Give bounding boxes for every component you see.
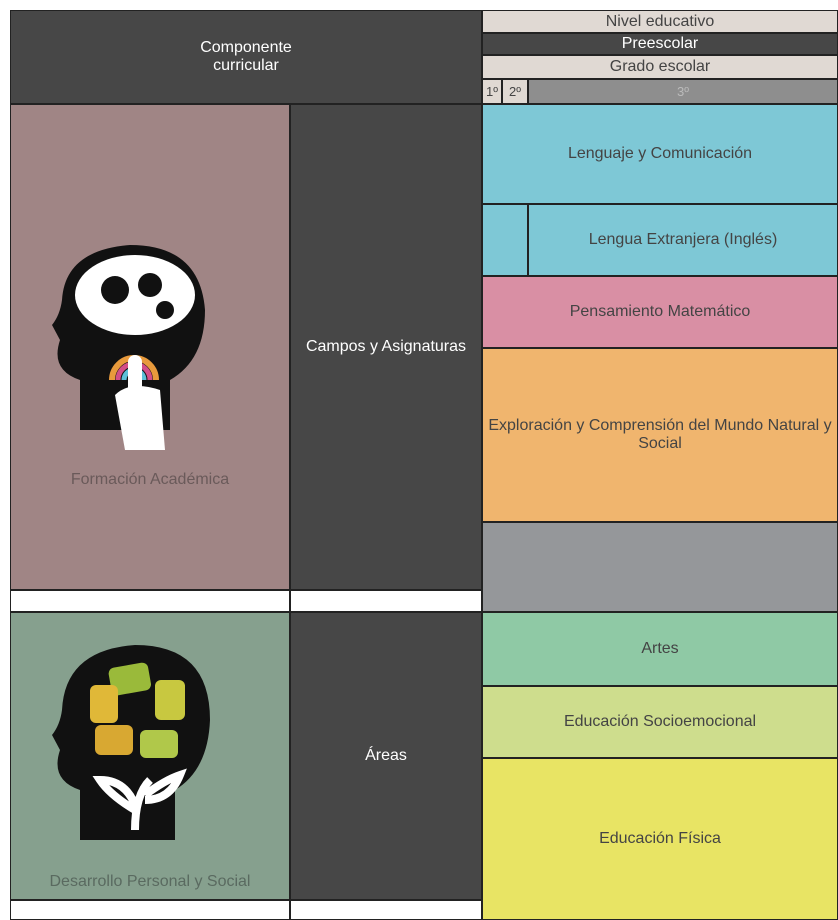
- component-header: Componente curricular: [10, 10, 482, 104]
- subject-cell: Exploración y Comprensión del Mundo Natu…: [482, 348, 838, 522]
- spacer: [290, 900, 482, 920]
- subject-cell: Educación Física: [482, 758, 838, 920]
- subject-cell: Pensamiento Matemático: [482, 276, 838, 348]
- grade: 2º: [502, 79, 528, 104]
- level: Preescolar: [482, 33, 838, 55]
- empty-cell: [482, 204, 528, 276]
- grade-label: Grado escolar: [482, 55, 838, 79]
- spacer: [10, 900, 290, 920]
- hands-icon: [52, 645, 210, 840]
- spacer: [10, 590, 290, 612]
- grade: 1º: [482, 79, 502, 104]
- group-cell: Áreas: [290, 612, 482, 900]
- spacer: [290, 590, 482, 612]
- subject-cell: Lengua Extranjera (Inglés): [528, 204, 838, 276]
- empty-cell: [482, 522, 838, 612]
- group-cell: Campos y Asignaturas: [290, 104, 482, 590]
- subject-cell: Lenguaje y Comunicación: [482, 104, 838, 204]
- subject-cell: Educación Socioemocional: [482, 686, 838, 758]
- grade: 3º: [528, 79, 838, 104]
- level-label: Nivel educativo: [482, 10, 838, 33]
- subject-cell: Artes: [482, 612, 838, 686]
- brain-icon: [52, 245, 205, 450]
